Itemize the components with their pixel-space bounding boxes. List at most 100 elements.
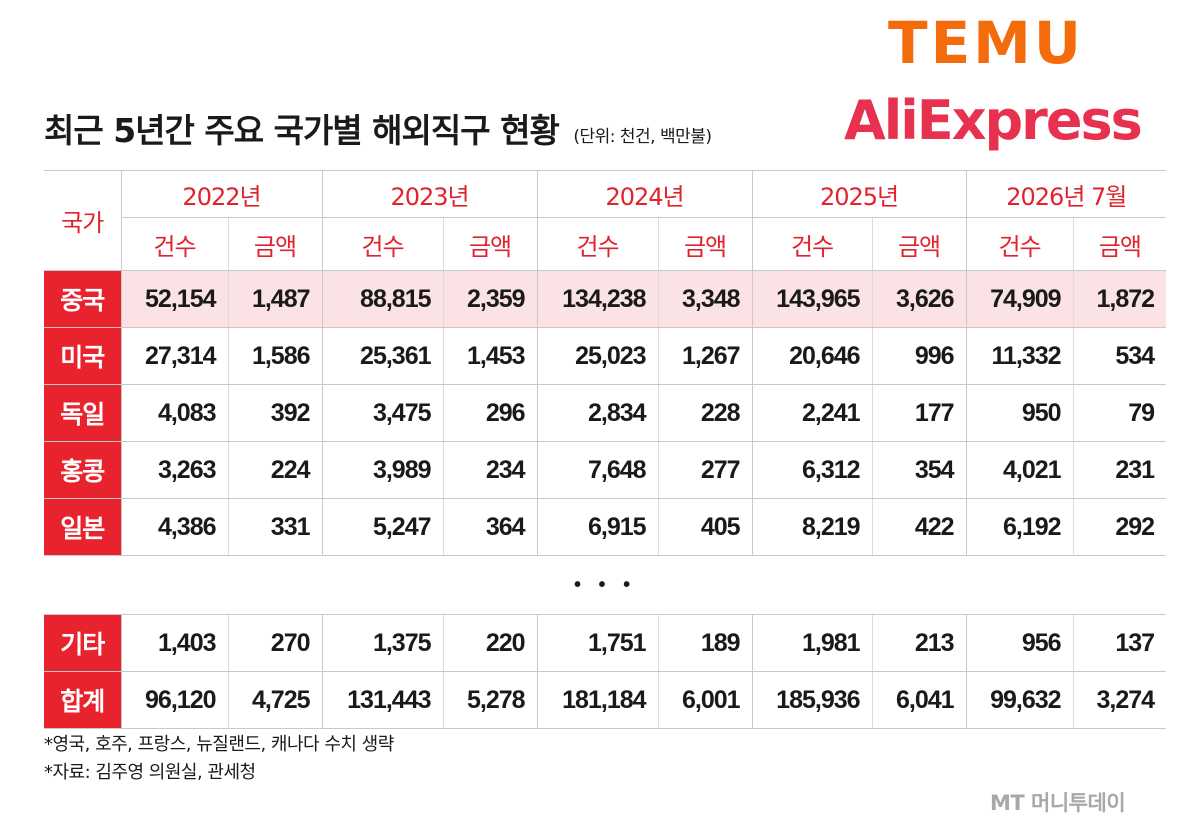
count-cell: 25,023 <box>536 327 659 385</box>
amount-cell: 220 <box>442 614 538 672</box>
count-cell: 143,965 <box>751 270 873 328</box>
count-subheader: 건수 <box>536 217 659 271</box>
count-cell: 2,241 <box>751 384 873 442</box>
country-header: 국가 <box>44 170 121 271</box>
amount-cell: 1,872 <box>1072 270 1167 328</box>
amount-cell: 189 <box>657 614 753 672</box>
amount-cell: 331 <box>227 498 323 556</box>
count-cell: 11,332 <box>965 327 1074 385</box>
footnote-source: *자료: 김주영 의원실, 관세청 <box>44 762 256 783</box>
amount-cell: 177 <box>871 384 967 442</box>
count-cell: 99,632 <box>965 671 1074 729</box>
table-row: 홍콩 3,263 224 3,989 234 7,648 277 6,312 354 4,021 2… <box>44 441 1167 499</box>
count-cell: 185,936 <box>751 671 873 729</box>
amount-cell: 137 <box>1072 614 1167 672</box>
aliexpress-logo: AliExpress <box>844 86 1144 156</box>
amount-subheader: 금액 <box>1072 217 1167 271</box>
count-subheader: 건수 <box>751 217 873 271</box>
ellipsis-row: • • • <box>44 555 1167 615</box>
amount-cell: 5,278 <box>442 671 538 729</box>
year-header: 2024년 <box>536 170 753 218</box>
count-cell: 96,120 <box>120 671 228 729</box>
table-row: 독일 4,083 392 3,475 296 2,834 228 2,241 177 950 79 <box>44 384 1167 442</box>
count-cell: 1,981 <box>751 614 873 672</box>
footnote-omitted: *영국, 호주, 프랑스, 뉴질랜드, 캐나다 수치 생략 <box>44 734 394 755</box>
amount-cell: 3,274 <box>1072 671 1167 729</box>
amount-cell: 996 <box>871 327 967 385</box>
count-cell: 3,475 <box>321 384 444 442</box>
table-row: 미국 27,314 1,586 25,361 1,453 25,023 1,267 20,64… <box>44 327 1167 385</box>
watermark: MT 머니투데이 <box>990 791 1126 815</box>
count-cell: 1,375 <box>321 614 444 672</box>
amount-cell: 392 <box>227 384 323 442</box>
country-label: 독일 <box>44 384 121 442</box>
aliexpress-logo-text: AliExpress <box>844 89 1143 152</box>
count-cell: 52,154 <box>120 270 228 328</box>
count-cell: 3,263 <box>120 441 228 499</box>
country-label: 중국 <box>44 270 121 328</box>
amount-cell: 1,453 <box>442 327 538 385</box>
count-cell: 134,238 <box>536 270 659 328</box>
count-cell: 5,247 <box>321 498 444 556</box>
amount-cell: 1,267 <box>657 327 753 385</box>
count-subheader: 건수 <box>120 217 228 271</box>
amount-cell: 270 <box>227 614 323 672</box>
count-subheader: 건수 <box>965 217 1074 271</box>
count-cell: 88,815 <box>321 270 444 328</box>
amount-cell: 292 <box>1072 498 1167 556</box>
temu-logo: TEMU <box>888 9 1084 77</box>
count-cell: 181,184 <box>536 671 659 729</box>
amount-cell: 1,586 <box>227 327 323 385</box>
page-title: 최근 5년간 주요 국가별 해외직구 현황 (단위: 천건, 백만불) <box>44 104 712 152</box>
amount-cell: 231 <box>1072 441 1167 499</box>
footnotes: *영국, 호주, 프랑스, 뉴질랜드, 캐나다 수치 생략 *자료: 김주영 의… <box>44 731 394 787</box>
year-header: 2025년 <box>751 170 967 218</box>
table-row: 합계 96,120 4,725 131,443 5,278 181,184 6,001 185… <box>44 671 1167 729</box>
amount-cell: 2,359 <box>442 270 538 328</box>
count-cell: 1,403 <box>120 614 228 672</box>
title-text: 최근 5년간 주요 국가별 해외직구 현황 <box>44 111 560 150</box>
amount-cell: 277 <box>657 441 753 499</box>
amount-cell: 3,626 <box>871 270 967 328</box>
amount-cell: 534 <box>1072 327 1167 385</box>
country-label: 홍콩 <box>44 441 121 499</box>
count-cell: 3,989 <box>321 441 444 499</box>
count-cell: 956 <box>965 614 1074 672</box>
count-cell: 950 <box>965 384 1074 442</box>
count-cell: 4,083 <box>120 384 228 442</box>
count-cell: 4,021 <box>965 441 1074 499</box>
count-cell: 6,312 <box>751 441 873 499</box>
table-row: 기타 1,403 270 1,375 220 1,751 189 1,981 213 956 137 <box>44 614 1167 672</box>
count-cell: 20,646 <box>751 327 873 385</box>
table-row: 일본 4,386 331 5,247 364 6,915 405 8,219 422 6,192 2… <box>44 498 1167 556</box>
count-cell: 6,915 <box>536 498 659 556</box>
count-cell: 8,219 <box>751 498 873 556</box>
amount-cell: 296 <box>442 384 538 442</box>
amount-cell: 354 <box>871 441 967 499</box>
year-header: 2026년 7월 <box>965 170 1167 218</box>
count-cell: 2,834 <box>536 384 659 442</box>
count-cell: 25,361 <box>321 327 444 385</box>
amount-cell: 3,348 <box>657 270 753 328</box>
count-cell: 7,648 <box>536 441 659 499</box>
ellipsis: • • • <box>44 555 1167 615</box>
count-subheader: 건수 <box>321 217 444 271</box>
country-label: 일본 <box>44 498 121 556</box>
country-label: 기타 <box>44 614 121 672</box>
amount-cell: 228 <box>657 384 753 442</box>
year-header: 2023년 <box>321 170 538 218</box>
amount-subheader: 금액 <box>657 217 753 271</box>
count-cell: 1,751 <box>536 614 659 672</box>
amount-cell: 6,041 <box>871 671 967 729</box>
count-cell: 4,386 <box>120 498 228 556</box>
country-label: 미국 <box>44 327 121 385</box>
amount-cell: 422 <box>871 498 967 556</box>
count-cell: 27,314 <box>120 327 228 385</box>
amount-cell: 405 <box>657 498 753 556</box>
count-cell: 74,909 <box>965 270 1074 328</box>
amount-cell: 4,725 <box>227 671 323 729</box>
amount-subheader: 금액 <box>871 217 967 271</box>
amount-cell: 234 <box>442 441 538 499</box>
amount-subheader: 금액 <box>442 217 538 271</box>
data-table: 국가 2022년 2023년 2024년 2025년 2026년 7월 건수 금액 건수 금액… <box>44 170 1167 729</box>
